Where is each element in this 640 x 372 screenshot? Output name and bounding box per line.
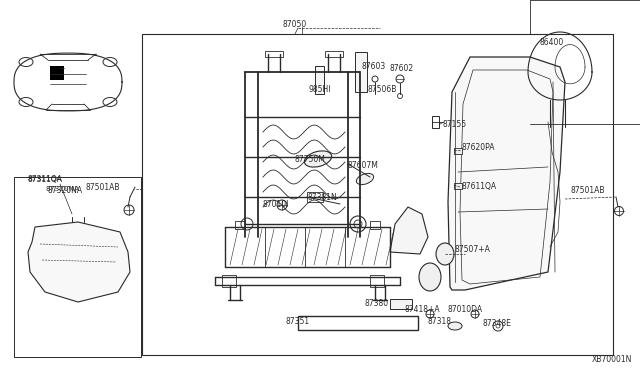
Text: 87602: 87602 xyxy=(390,64,414,73)
Bar xyxy=(325,51,343,57)
Text: 87611QA: 87611QA xyxy=(462,182,497,190)
Bar xyxy=(142,34,613,355)
Text: 87311QA: 87311QA xyxy=(27,176,61,182)
Text: 87381N: 87381N xyxy=(308,192,338,202)
Bar xyxy=(50,66,64,80)
Ellipse shape xyxy=(305,151,332,167)
Bar xyxy=(222,275,236,287)
Ellipse shape xyxy=(356,173,374,185)
Text: 87348E: 87348E xyxy=(483,320,512,328)
Text: 87351: 87351 xyxy=(286,317,310,327)
Text: 87010I: 87010I xyxy=(263,199,289,208)
Polygon shape xyxy=(390,207,428,254)
Text: 87311QA: 87311QA xyxy=(27,174,62,183)
Text: 87603: 87603 xyxy=(362,61,387,71)
Bar xyxy=(390,299,412,309)
Text: 985HI: 985HI xyxy=(309,84,332,93)
Text: 87750M: 87750M xyxy=(295,154,326,164)
Ellipse shape xyxy=(448,322,462,330)
Ellipse shape xyxy=(436,243,454,265)
Text: 87418+A: 87418+A xyxy=(405,305,440,314)
Bar xyxy=(298,316,418,330)
Text: 87507+A: 87507+A xyxy=(455,246,491,254)
Text: 87320NA: 87320NA xyxy=(47,186,82,195)
Text: 87620PA: 87620PA xyxy=(462,142,495,151)
Text: 87050: 87050 xyxy=(283,19,307,29)
Text: XB70001N: XB70001N xyxy=(591,356,632,365)
Text: 87318: 87318 xyxy=(428,317,452,327)
Text: 87010DA: 87010DA xyxy=(448,305,483,314)
Polygon shape xyxy=(28,222,130,302)
Polygon shape xyxy=(448,57,565,290)
Ellipse shape xyxy=(419,263,441,291)
Bar xyxy=(454,183,462,189)
Bar xyxy=(432,116,439,128)
Bar xyxy=(235,221,245,229)
Bar xyxy=(14,177,141,357)
Bar xyxy=(355,52,367,92)
Bar xyxy=(307,192,323,202)
Text: 87607M: 87607M xyxy=(348,160,379,170)
Text: 87320NA: 87320NA xyxy=(45,186,79,192)
Bar xyxy=(370,275,384,287)
Text: 87380: 87380 xyxy=(365,299,389,308)
Text: 87155: 87155 xyxy=(443,119,467,128)
Bar xyxy=(370,221,380,229)
Text: 87501AB: 87501AB xyxy=(570,186,605,195)
Bar xyxy=(265,51,283,57)
Text: 87506B: 87506B xyxy=(368,84,397,93)
Bar xyxy=(454,148,462,154)
Text: 87501AB: 87501AB xyxy=(85,183,120,192)
Text: 86400: 86400 xyxy=(540,38,564,46)
Bar xyxy=(315,66,324,94)
